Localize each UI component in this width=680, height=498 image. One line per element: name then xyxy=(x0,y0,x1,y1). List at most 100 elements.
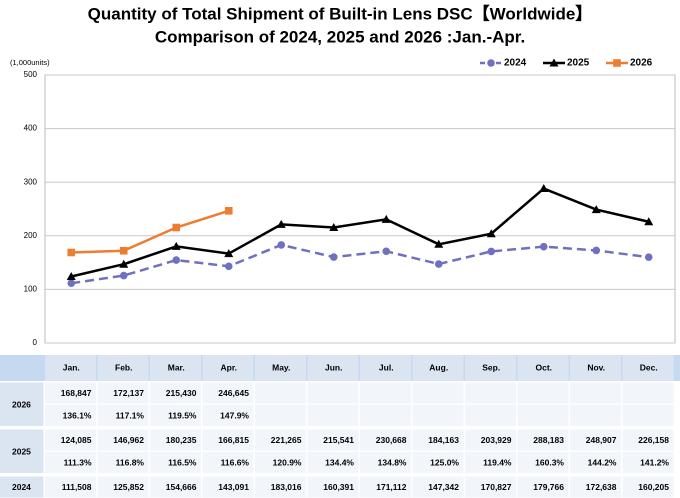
table-cell xyxy=(202,452,254,473)
marker xyxy=(487,59,495,67)
marker xyxy=(487,247,496,256)
marker xyxy=(119,259,129,268)
table-cell xyxy=(97,405,149,426)
row-label-cell xyxy=(0,429,44,473)
table-value: 160,391 xyxy=(323,482,354,492)
marker xyxy=(67,279,76,288)
table-cell xyxy=(412,405,464,426)
table-value: 119.4% xyxy=(483,458,512,468)
legend-label: 2024 xyxy=(504,58,527,69)
table-value: 171,112 xyxy=(376,482,407,492)
table-value: 179,766 xyxy=(533,482,564,492)
table-value: 184,163 xyxy=(428,435,459,445)
row-label-cell xyxy=(0,382,44,426)
table-value: 215,430 xyxy=(166,388,197,398)
table-cell xyxy=(307,476,359,498)
table-value: 226,158 xyxy=(638,435,669,445)
series-line xyxy=(70,187,650,278)
table-header: Oct. xyxy=(535,362,552,372)
table-header-cell xyxy=(45,355,96,381)
table-cell xyxy=(622,452,674,473)
marker xyxy=(486,229,496,238)
table-header: Dec. xyxy=(640,362,658,372)
marker xyxy=(381,214,391,223)
table-cell xyxy=(517,382,569,404)
table-cell xyxy=(465,452,516,473)
table-cell xyxy=(412,452,464,473)
table-header-cell xyxy=(255,355,306,381)
marker xyxy=(329,222,339,231)
table-cell xyxy=(307,429,359,451)
marker xyxy=(591,205,601,214)
table-cell xyxy=(150,405,201,426)
table-cell xyxy=(307,405,359,426)
table-value: 125,852 xyxy=(113,482,144,492)
table-cell xyxy=(465,476,516,498)
y-axis-label: (1,000units) xyxy=(10,58,50,67)
marker xyxy=(276,219,286,228)
table-header: Jan. xyxy=(63,362,80,372)
table-value: 111.3% xyxy=(64,458,92,468)
table-cell xyxy=(150,476,201,498)
table-cell xyxy=(45,429,96,451)
plot-frame xyxy=(44,74,676,344)
table-cell xyxy=(45,476,96,498)
table-header-cell xyxy=(570,355,621,381)
table-header: Sep. xyxy=(482,362,500,372)
marker xyxy=(66,271,76,280)
table-header: Jul. xyxy=(379,362,394,372)
table-cell xyxy=(97,429,149,451)
table-header: Jun. xyxy=(325,362,342,372)
marker xyxy=(549,58,559,67)
table-cell xyxy=(570,476,621,498)
table-header-cell xyxy=(412,355,464,381)
table-value: 160.3% xyxy=(535,458,564,468)
y-tick-label: 200 xyxy=(24,231,38,240)
table-header: Feb. xyxy=(115,362,132,372)
table-cell xyxy=(255,382,306,404)
table-cell xyxy=(622,429,674,451)
table-cell xyxy=(517,452,569,473)
table-header-cell xyxy=(622,355,674,381)
table-cell xyxy=(97,382,149,404)
table-header-cell xyxy=(465,355,516,381)
table-value: 154,666 xyxy=(166,482,197,492)
table-cell xyxy=(150,382,201,404)
table-value: 203,929 xyxy=(481,435,512,445)
table-cell xyxy=(570,429,621,451)
marker xyxy=(613,59,621,67)
row-label: 2025 xyxy=(12,446,31,456)
marker xyxy=(539,242,548,251)
table-value: 146,962 xyxy=(113,435,144,445)
table-value: 134.8% xyxy=(378,458,407,468)
y-tick-label: 100 xyxy=(24,285,38,294)
table-cell xyxy=(255,476,306,498)
table-cell xyxy=(255,405,306,426)
series-line xyxy=(71,209,230,254)
table-cell xyxy=(307,452,359,473)
table-value: 221,265 xyxy=(271,435,302,445)
chart-subtitle: Comparison of 2024, 2025 and 2026 :Jan.-… xyxy=(155,27,525,46)
table-cell xyxy=(360,382,411,404)
table-value: 246,645 xyxy=(218,388,249,398)
table-value: 141.2% xyxy=(640,458,669,468)
table-cell xyxy=(255,429,306,451)
table-value: 119.5% xyxy=(168,411,197,421)
table-value: 183,016 xyxy=(271,482,302,492)
table-cell xyxy=(517,429,569,451)
row-label: 2024 xyxy=(12,482,31,492)
row-label-cell xyxy=(0,476,44,498)
table-value: 116.5% xyxy=(168,458,197,468)
table-cell xyxy=(255,452,306,473)
table-cell xyxy=(97,476,149,498)
table-value: 160,205 xyxy=(638,482,669,492)
marker xyxy=(171,241,181,250)
table-cell xyxy=(622,476,674,498)
table-value: 111,508 xyxy=(62,482,92,492)
table-value: 124,085 xyxy=(61,435,92,445)
table-value: 248,907 xyxy=(586,435,617,445)
marker xyxy=(592,246,601,255)
table-value: 172,137 xyxy=(113,388,144,398)
table-cell xyxy=(360,452,411,473)
marker xyxy=(434,239,444,248)
